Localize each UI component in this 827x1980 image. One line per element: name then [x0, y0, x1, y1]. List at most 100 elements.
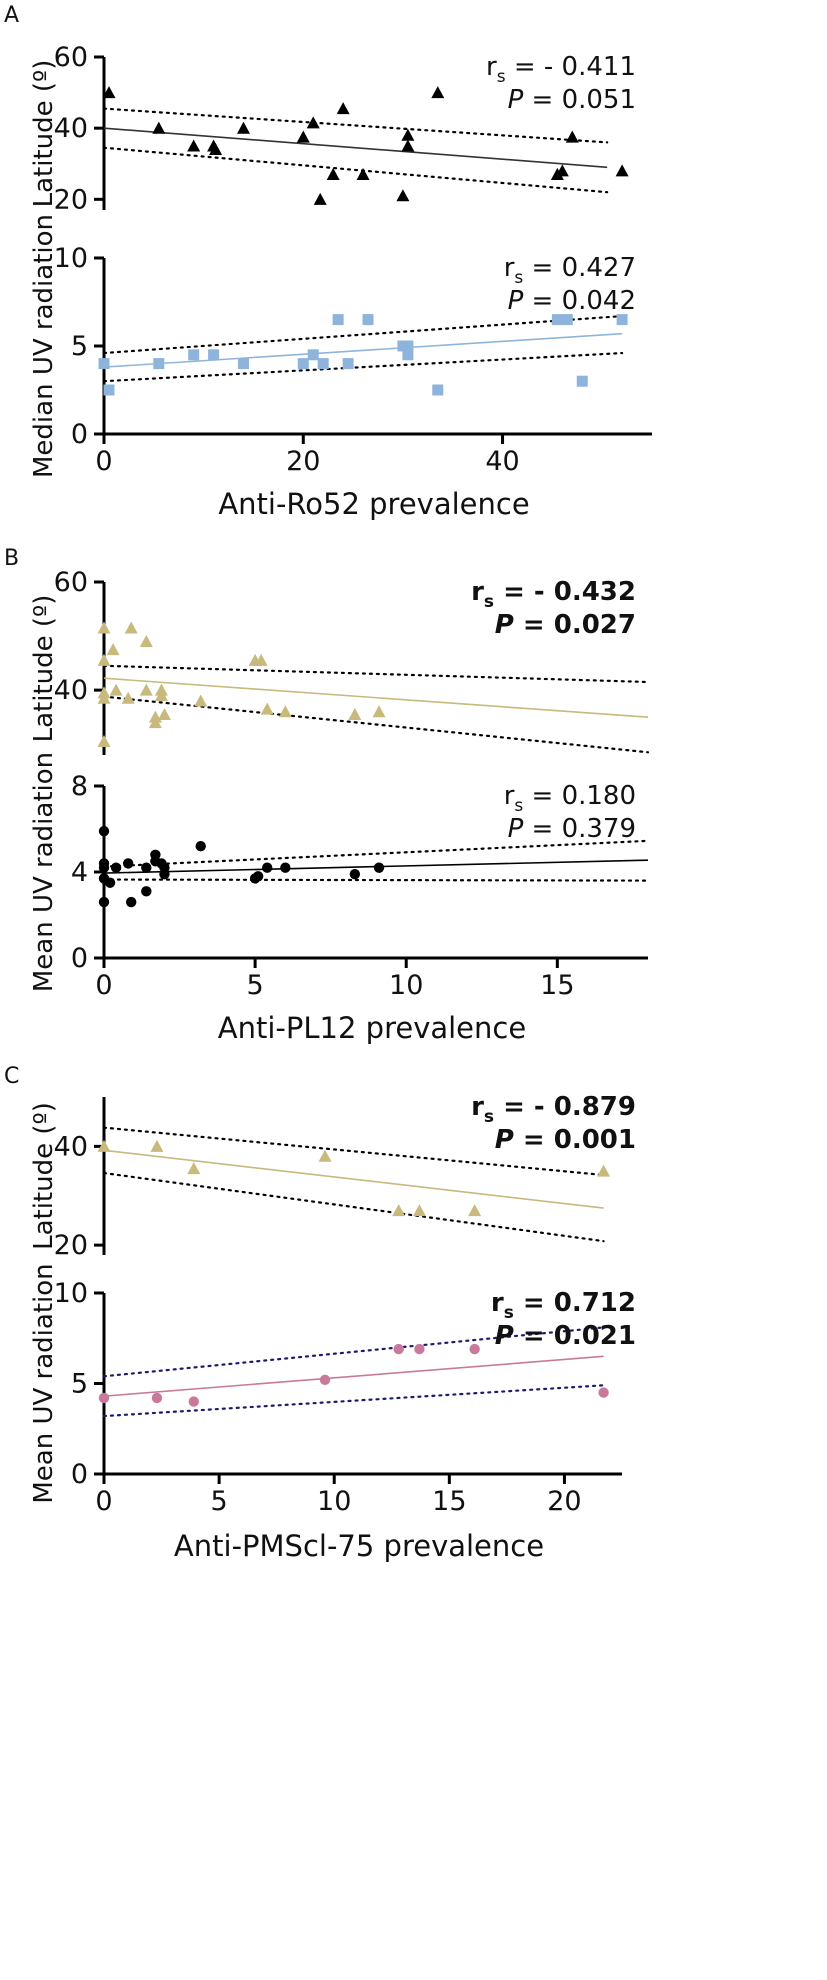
data-point — [296, 130, 310, 143]
stat-rs: rs = - 0.432 — [471, 577, 636, 612]
ci-lower-line — [102, 146, 609, 194]
y-tick-label: 0 — [71, 943, 88, 974]
data-point — [98, 896, 110, 908]
y-tick-label: 5 — [71, 331, 88, 362]
ci-upper-line — [102, 664, 650, 684]
data-point — [106, 643, 120, 656]
panel-letter: B — [4, 546, 19, 571]
regression-line — [103, 1355, 604, 1397]
data-point — [124, 621, 138, 634]
x-tick-label: 0 — [95, 446, 112, 477]
data-point — [97, 1139, 111, 1152]
data-point — [342, 358, 354, 370]
data-point — [469, 1343, 480, 1355]
data-point — [209, 143, 223, 156]
data-point — [313, 192, 327, 205]
data-point — [412, 1204, 426, 1217]
x-tick-label: 20 — [286, 446, 320, 477]
data-point — [122, 858, 134, 869]
x-tick-label: 5 — [211, 1486, 228, 1517]
data-point — [188, 1396, 199, 1407]
data-point — [98, 862, 110, 873]
data-point — [401, 139, 415, 152]
data-point — [317, 358, 329, 370]
data-point — [141, 886, 152, 897]
data-point — [396, 189, 410, 202]
data-point — [372, 705, 386, 718]
x-axis: 0 5 10 15 Anti-PL12 prevalence — [95, 956, 648, 1045]
y-axis-title: Latitude (º) — [29, 1102, 59, 1250]
data-point — [103, 384, 115, 396]
data-point — [306, 116, 320, 129]
data-point — [336, 102, 350, 115]
data-point — [151, 1392, 163, 1404]
data-point — [356, 167, 370, 180]
x-axis: 0 20 40 Anti-Ro52 prevalence — [95, 432, 652, 521]
data-point — [576, 375, 588, 387]
data-point — [348, 707, 362, 720]
data-point — [187, 139, 201, 152]
y-tick-label: 5 — [71, 1369, 88, 1400]
x-tick-label: 40 — [485, 446, 519, 477]
stat-p: P = 0.021 — [495, 1321, 636, 1351]
ci-lower-line — [102, 1384, 605, 1418]
data-point — [393, 1343, 404, 1355]
x-axis-title: Anti-Ro52 prevalence — [218, 487, 529, 521]
data-point — [362, 314, 374, 326]
data-point — [208, 349, 220, 361]
stat-p: P = 0.042 — [508, 286, 636, 316]
panel-letter: A — [4, 3, 19, 28]
data-point — [121, 691, 135, 704]
y-tick-label: 8 — [71, 771, 88, 802]
x-tick-label: 15 — [432, 1486, 466, 1517]
regression-line — [103, 127, 608, 169]
x-tick-label: 20 — [547, 1486, 581, 1517]
x-tick-label: 0 — [95, 1486, 112, 1517]
x-axis-title: Anti-PL12 prevalence — [218, 1011, 526, 1045]
data-point — [616, 314, 628, 326]
x-tick-label: 10 — [389, 970, 423, 1001]
data-point — [402, 349, 414, 361]
data-point — [326, 167, 340, 180]
stat-rs: rs = 0.427 — [504, 253, 636, 288]
data-point — [102, 86, 116, 99]
data-point — [187, 1162, 201, 1175]
ci-upper-line — [102, 1126, 605, 1177]
y-axis-title: Latitude (º) — [29, 60, 59, 208]
panel-letter: C — [4, 1064, 19, 1089]
data-point — [153, 358, 165, 370]
stat-p: P = 0.051 — [508, 85, 636, 115]
ci-upper-line — [102, 314, 624, 355]
y-tick-label: 0 — [71, 1459, 88, 1490]
x-axis-title: Anti-PMScl-75 prevalence — [174, 1529, 544, 1563]
y-axis-title: Mean UV radiation — [29, 752, 59, 992]
data-point — [297, 358, 309, 370]
data-point — [98, 358, 110, 370]
data-point — [195, 841, 206, 852]
data-point — [349, 868, 361, 880]
stat-p: P = 0.379 — [508, 814, 636, 844]
data-point — [551, 314, 563, 326]
data-point — [148, 716, 162, 729]
data-point — [188, 349, 200, 361]
ci-lower-line — [102, 878, 650, 882]
data-point — [154, 689, 168, 702]
data-point — [262, 862, 273, 873]
ci-lower-line — [102, 351, 624, 383]
ci-upper-line — [102, 1326, 605, 1378]
data-point — [565, 130, 579, 143]
data-point — [373, 862, 385, 873]
data-point — [280, 862, 291, 873]
y-tick-label: 60 — [54, 567, 88, 598]
data-point — [110, 862, 122, 873]
